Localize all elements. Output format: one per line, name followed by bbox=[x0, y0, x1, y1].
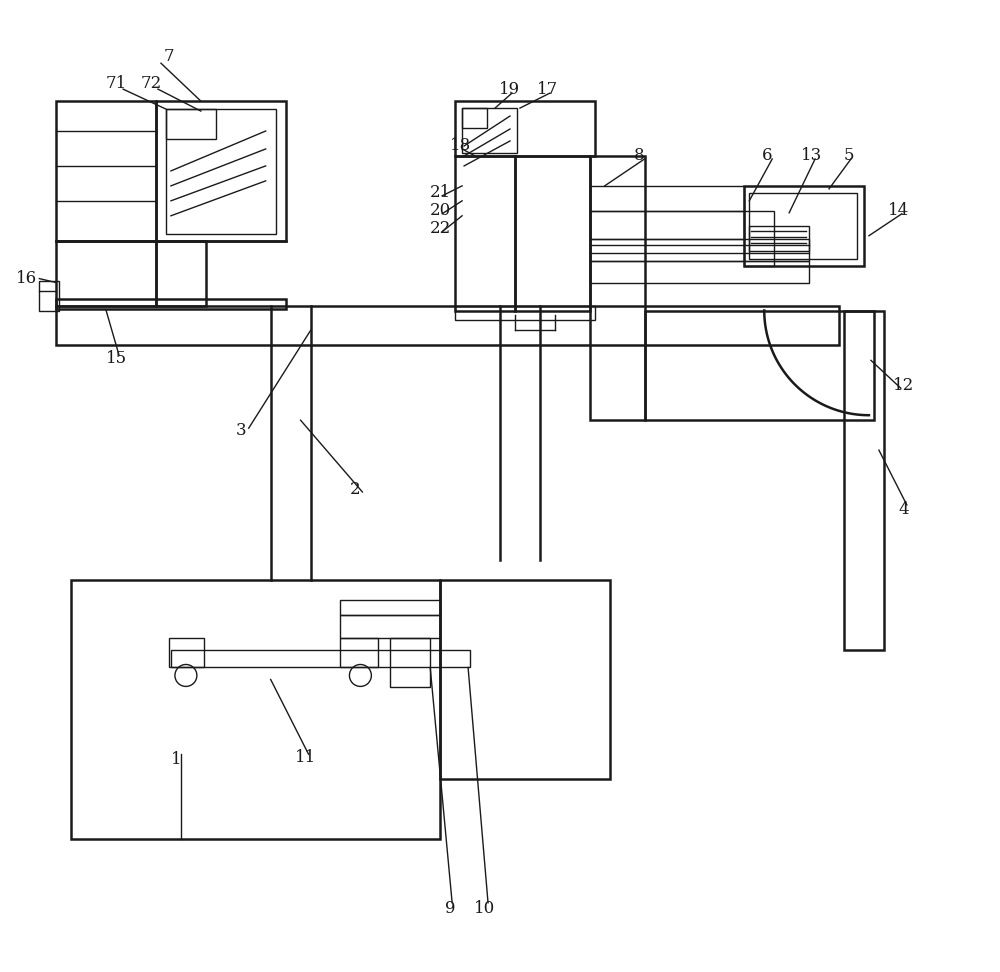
Bar bbox=[590, 211, 744, 239]
Bar bbox=[166, 109, 216, 139]
Bar bbox=[844, 310, 884, 649]
Bar bbox=[749, 192, 857, 259]
Text: 71: 71 bbox=[105, 75, 127, 91]
Bar bbox=[156, 241, 206, 305]
Text: 3: 3 bbox=[235, 422, 246, 438]
Bar bbox=[645, 310, 874, 420]
Bar bbox=[590, 186, 744, 211]
Text: 2: 2 bbox=[350, 481, 361, 499]
Bar bbox=[749, 226, 809, 251]
Text: 17: 17 bbox=[537, 81, 558, 97]
Bar bbox=[39, 281, 59, 310]
Bar bbox=[462, 108, 487, 128]
Bar bbox=[340, 638, 378, 668]
Text: 1: 1 bbox=[171, 750, 181, 768]
Bar bbox=[744, 186, 864, 265]
Bar bbox=[744, 211, 774, 265]
Bar bbox=[515, 156, 590, 310]
Bar bbox=[590, 156, 645, 420]
Bar bbox=[156, 101, 286, 241]
Text: 20: 20 bbox=[430, 202, 451, 220]
Text: 18: 18 bbox=[449, 137, 471, 155]
Bar bbox=[390, 638, 430, 687]
Bar bbox=[455, 305, 595, 321]
Text: 12: 12 bbox=[893, 377, 914, 394]
Text: 21: 21 bbox=[430, 185, 451, 201]
Text: 15: 15 bbox=[106, 350, 127, 366]
Text: 5: 5 bbox=[844, 148, 854, 164]
Text: 72: 72 bbox=[140, 75, 162, 91]
Bar bbox=[590, 239, 809, 260]
Bar bbox=[169, 638, 204, 668]
Bar bbox=[71, 579, 440, 839]
Bar bbox=[440, 579, 610, 780]
Bar bbox=[56, 298, 286, 308]
Bar bbox=[455, 101, 595, 156]
Bar bbox=[340, 600, 440, 614]
Bar bbox=[56, 305, 839, 345]
Text: 6: 6 bbox=[762, 148, 772, 164]
Text: 9: 9 bbox=[445, 900, 455, 918]
Bar bbox=[166, 109, 276, 233]
Text: 19: 19 bbox=[499, 81, 521, 97]
Bar bbox=[340, 614, 440, 638]
Text: 8: 8 bbox=[634, 148, 645, 164]
Text: 22: 22 bbox=[430, 221, 451, 237]
Bar bbox=[590, 260, 809, 283]
Text: 13: 13 bbox=[800, 148, 822, 164]
Bar bbox=[171, 649, 470, 668]
Text: 11: 11 bbox=[295, 748, 316, 766]
Text: 16: 16 bbox=[16, 270, 37, 287]
Text: 4: 4 bbox=[899, 502, 909, 518]
Bar bbox=[462, 108, 517, 153]
Text: 7: 7 bbox=[164, 48, 174, 65]
Bar bbox=[56, 241, 156, 305]
Bar bbox=[56, 101, 156, 241]
Bar bbox=[455, 156, 515, 310]
Text: 14: 14 bbox=[888, 202, 909, 220]
Text: 10: 10 bbox=[474, 900, 496, 918]
